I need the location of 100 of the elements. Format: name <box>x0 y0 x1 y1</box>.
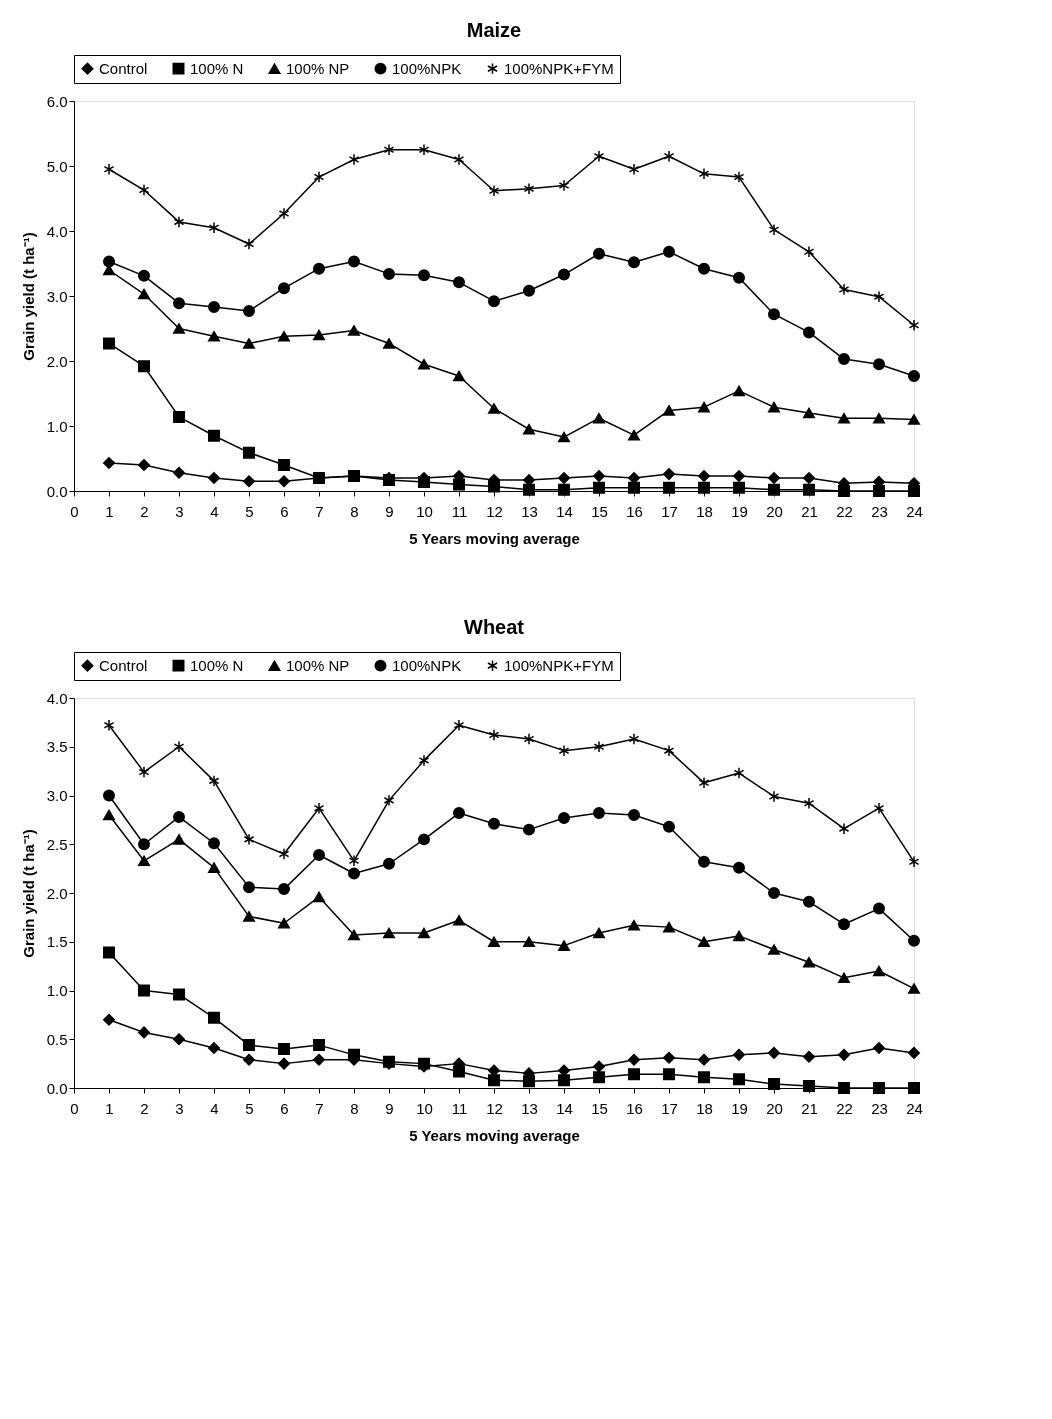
point <box>908 1046 920 1059</box>
point <box>173 297 185 310</box>
point <box>628 1053 640 1066</box>
point <box>208 429 220 442</box>
x-tick-label: 5 <box>245 502 254 520</box>
point <box>803 1080 815 1093</box>
x-tick-label: 4 <box>210 502 219 520</box>
point <box>768 483 780 496</box>
point <box>593 1060 605 1073</box>
x-tick-label: 9 <box>385 502 394 520</box>
x-tick-label: 12 <box>486 502 503 520</box>
point <box>593 807 605 820</box>
point <box>768 308 780 321</box>
point <box>488 403 500 414</box>
point <box>698 401 710 413</box>
point <box>908 934 920 947</box>
point <box>243 304 255 317</box>
point <box>663 468 675 481</box>
x-tick-label: 15 <box>591 502 608 520</box>
point <box>278 848 290 860</box>
x-tick-label: 15 <box>591 1099 608 1117</box>
point <box>313 848 325 861</box>
x-tick-label: 0 <box>70 1099 79 1117</box>
point <box>313 1039 325 1052</box>
point <box>138 184 150 197</box>
point <box>383 143 395 156</box>
point <box>278 883 290 896</box>
point <box>558 744 570 757</box>
point <box>523 823 535 836</box>
point <box>173 215 185 228</box>
point <box>873 1082 885 1094</box>
point <box>733 930 745 942</box>
point <box>698 470 710 483</box>
point <box>173 988 185 1001</box>
point <box>173 1033 185 1046</box>
x-tick-label: 22 <box>836 1099 853 1117</box>
point <box>803 483 815 496</box>
point <box>348 325 360 336</box>
point <box>173 740 185 753</box>
point <box>348 1048 360 1061</box>
point <box>243 881 255 894</box>
point <box>558 179 570 192</box>
legend-label: 100% N <box>190 656 244 674</box>
point <box>593 412 605 424</box>
point <box>103 789 115 802</box>
point <box>698 262 710 275</box>
point <box>418 475 430 488</box>
x-tick-label: 11 <box>451 1099 468 1117</box>
y-tick-label: 3.0 <box>46 287 68 305</box>
point <box>278 459 290 471</box>
point <box>593 1071 605 1084</box>
y-tick-label: 0.0 <box>46 482 68 500</box>
point <box>663 481 675 494</box>
point <box>838 485 850 497</box>
point <box>453 153 465 166</box>
point <box>803 1050 815 1063</box>
point <box>383 794 395 807</box>
x-tick-label: 4 <box>210 1099 219 1117</box>
point <box>558 472 570 484</box>
point <box>208 837 220 850</box>
point <box>208 1011 220 1024</box>
point <box>768 401 780 413</box>
point <box>208 221 220 234</box>
point <box>733 271 745 284</box>
point <box>663 1051 675 1064</box>
point <box>873 412 885 424</box>
point <box>173 834 185 845</box>
point <box>523 732 535 745</box>
point <box>768 472 780 484</box>
point <box>383 927 395 939</box>
point <box>768 223 780 236</box>
point <box>103 809 115 821</box>
point <box>138 984 150 997</box>
x-tick-label: 3 <box>175 502 184 520</box>
point <box>768 1046 780 1059</box>
point <box>628 256 640 269</box>
point <box>698 481 710 494</box>
x-tick-label: 21 <box>801 1099 818 1117</box>
point <box>908 414 920 425</box>
point <box>173 466 185 479</box>
point <box>838 412 850 424</box>
x-tick-label: 24 <box>906 1099 923 1117</box>
point <box>733 1073 745 1086</box>
x-tick-label: 11 <box>451 502 468 520</box>
point <box>698 936 710 948</box>
point <box>453 1065 465 1078</box>
x-tick-label: 9 <box>385 1099 394 1117</box>
point <box>838 822 850 835</box>
legend-label: Control <box>99 59 148 77</box>
point <box>488 295 500 308</box>
point <box>208 301 220 314</box>
point <box>663 1068 675 1081</box>
point <box>698 167 710 180</box>
point <box>733 1048 745 1061</box>
point <box>733 861 745 874</box>
point <box>243 833 255 846</box>
point <box>103 719 115 732</box>
point <box>453 719 465 732</box>
point <box>698 855 710 868</box>
point <box>208 862 220 873</box>
